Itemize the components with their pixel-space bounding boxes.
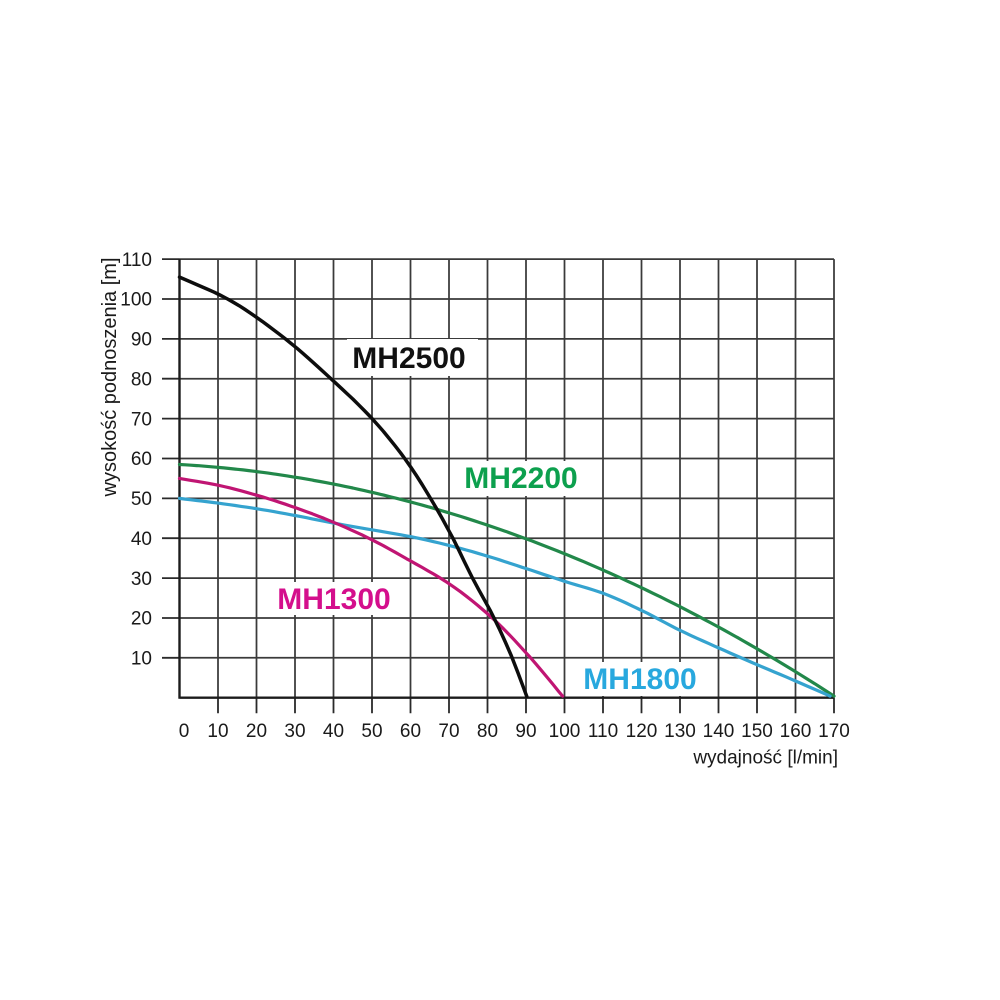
- svg-text:MH1300: MH1300: [277, 583, 390, 616]
- svg-text:20: 20: [131, 609, 152, 630]
- svg-text:80: 80: [131, 369, 152, 390]
- svg-text:20: 20: [246, 721, 267, 742]
- svg-text:MH1800: MH1800: [583, 663, 696, 696]
- svg-text:80: 80: [477, 721, 498, 742]
- svg-text:120: 120: [626, 721, 658, 742]
- svg-text:100: 100: [120, 290, 152, 311]
- svg-text:0: 0: [179, 721, 190, 742]
- svg-text:10: 10: [207, 721, 228, 742]
- svg-text:wysokość podnoszenia [m]: wysokość podnoszenia [m]: [99, 257, 121, 497]
- svg-text:70: 70: [438, 721, 459, 742]
- svg-text:70: 70: [131, 409, 152, 430]
- svg-text:160: 160: [780, 721, 812, 742]
- svg-text:170: 170: [818, 721, 850, 742]
- svg-text:100: 100: [549, 721, 581, 742]
- svg-text:50: 50: [361, 721, 382, 742]
- svg-text:30: 30: [284, 721, 305, 742]
- svg-text:110: 110: [122, 250, 152, 271]
- svg-text:130: 130: [664, 721, 696, 742]
- svg-text:110: 110: [588, 721, 618, 742]
- svg-text:30: 30: [131, 569, 152, 590]
- svg-text:10: 10: [131, 649, 152, 670]
- svg-text:90: 90: [515, 721, 536, 742]
- svg-text:MH2200: MH2200: [464, 462, 577, 495]
- svg-text:40: 40: [131, 529, 152, 550]
- svg-text:60: 60: [131, 449, 152, 470]
- svg-text:40: 40: [323, 721, 344, 742]
- svg-text:140: 140: [703, 721, 735, 742]
- svg-text:MH2500: MH2500: [352, 342, 465, 375]
- svg-text:50: 50: [131, 489, 152, 510]
- svg-text:wydajność [l/min]: wydajność [l/min]: [692, 748, 838, 769]
- svg-text:60: 60: [400, 721, 421, 742]
- svg-text:150: 150: [741, 721, 773, 742]
- svg-text:90: 90: [131, 330, 152, 351]
